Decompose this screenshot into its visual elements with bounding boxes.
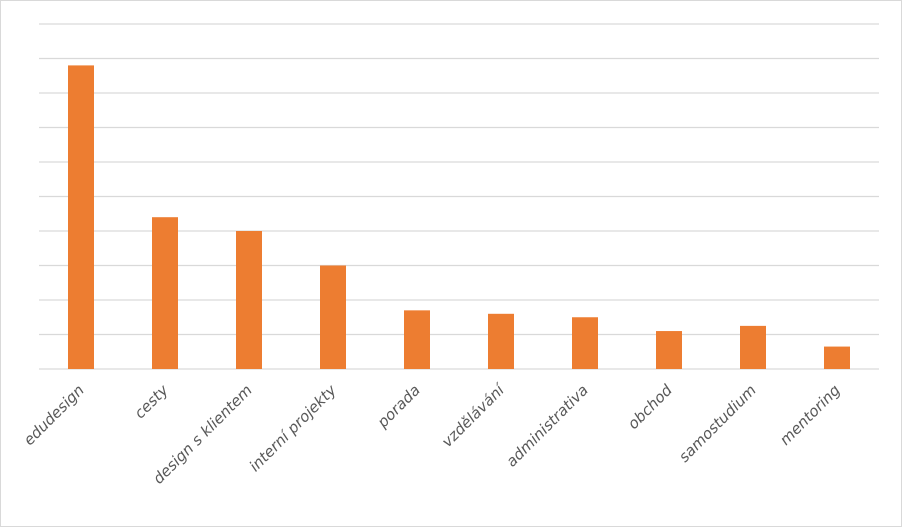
bar-design-s-klientem	[236, 231, 262, 369]
x-tick-label: mentoring	[776, 381, 844, 449]
x-tick-label: administrativa	[502, 381, 591, 470]
bar-samostudium	[740, 325, 766, 369]
bar-porada	[404, 310, 430, 369]
bar-administrativa	[572, 317, 598, 369]
bar-mentoring	[824, 346, 850, 369]
x-tick-label: samostudium	[675, 381, 760, 466]
bar-obchod	[656, 331, 682, 369]
x-tick-label: vzdělávání	[438, 380, 509, 451]
x-tick-label: porada	[373, 381, 424, 432]
x-tick-label: edudesign	[20, 381, 88, 449]
x-tick-label: obchod	[624, 381, 676, 433]
x-tick-label: interní projekty	[246, 380, 341, 475]
x-tick-label: cesty	[131, 380, 173, 422]
bar-cesty	[152, 217, 178, 369]
bar-vzdělávání	[488, 313, 514, 369]
bar-edudesign	[68, 65, 94, 370]
bar-interní-projekty	[320, 265, 346, 369]
